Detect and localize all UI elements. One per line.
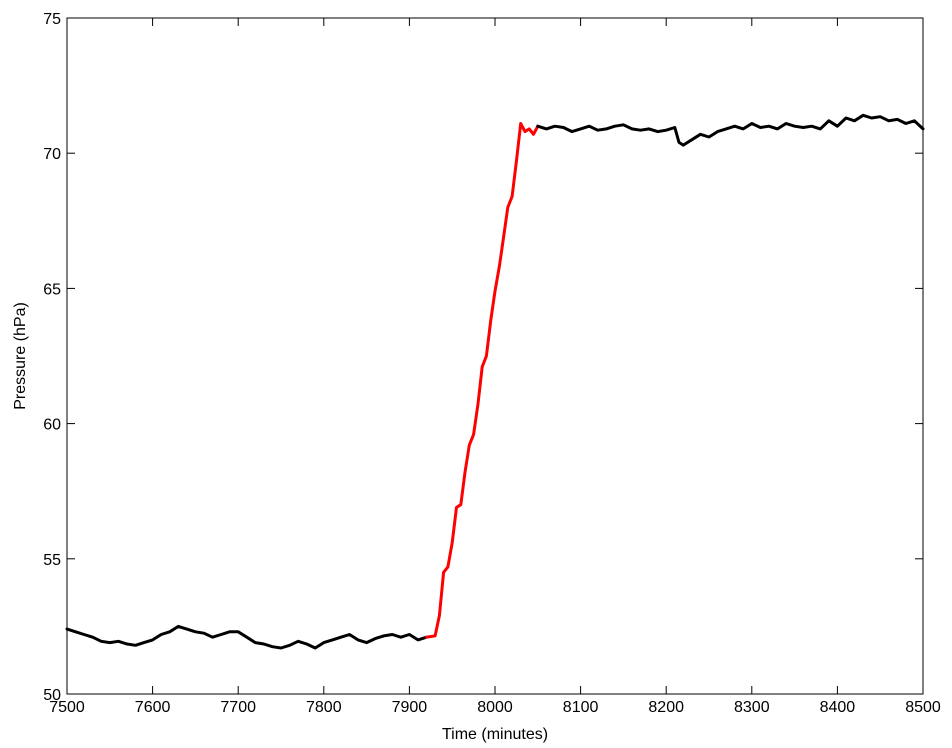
x-tick-label: 7600: [135, 699, 171, 716]
x-tick-label: 7900: [392, 699, 428, 716]
y-tick-label: 70: [43, 146, 61, 163]
x-tick-label: 7700: [220, 699, 256, 716]
x-tick-label: 8300: [734, 699, 770, 716]
series-group: [65, 113, 925, 650]
series-line-before: [65, 624, 428, 650]
x-tick-label: 8500: [905, 699, 941, 716]
x-tick-label: 8200: [648, 699, 684, 716]
y-tick-label: 65: [43, 281, 61, 298]
y-tick-label: 55: [43, 552, 61, 569]
series-line-transition: [425, 122, 540, 639]
y-tick-label: 75: [43, 11, 61, 28]
x-tick-label: 8100: [563, 699, 599, 716]
series-line-after: [536, 113, 925, 147]
y-tick-label: 60: [43, 417, 61, 434]
x-tick-label: 7800: [306, 699, 342, 716]
y-axis-ticks: 50 55 60 65 70 75: [43, 11, 923, 704]
y-axis-label: Pressure (hPa): [12, 302, 29, 410]
x-tick-label: 8400: [820, 699, 856, 716]
x-tick-label: 8000: [477, 699, 513, 716]
x-tick-label: 7500: [49, 699, 85, 716]
y-tick-label: 50: [43, 687, 61, 704]
x-axis-label: Time (minutes): [442, 726, 548, 743]
x-axis-ticks: 7500 7600 7700 7800 7900 8000 8100 8200 8300 8400…: [49, 18, 941, 716]
